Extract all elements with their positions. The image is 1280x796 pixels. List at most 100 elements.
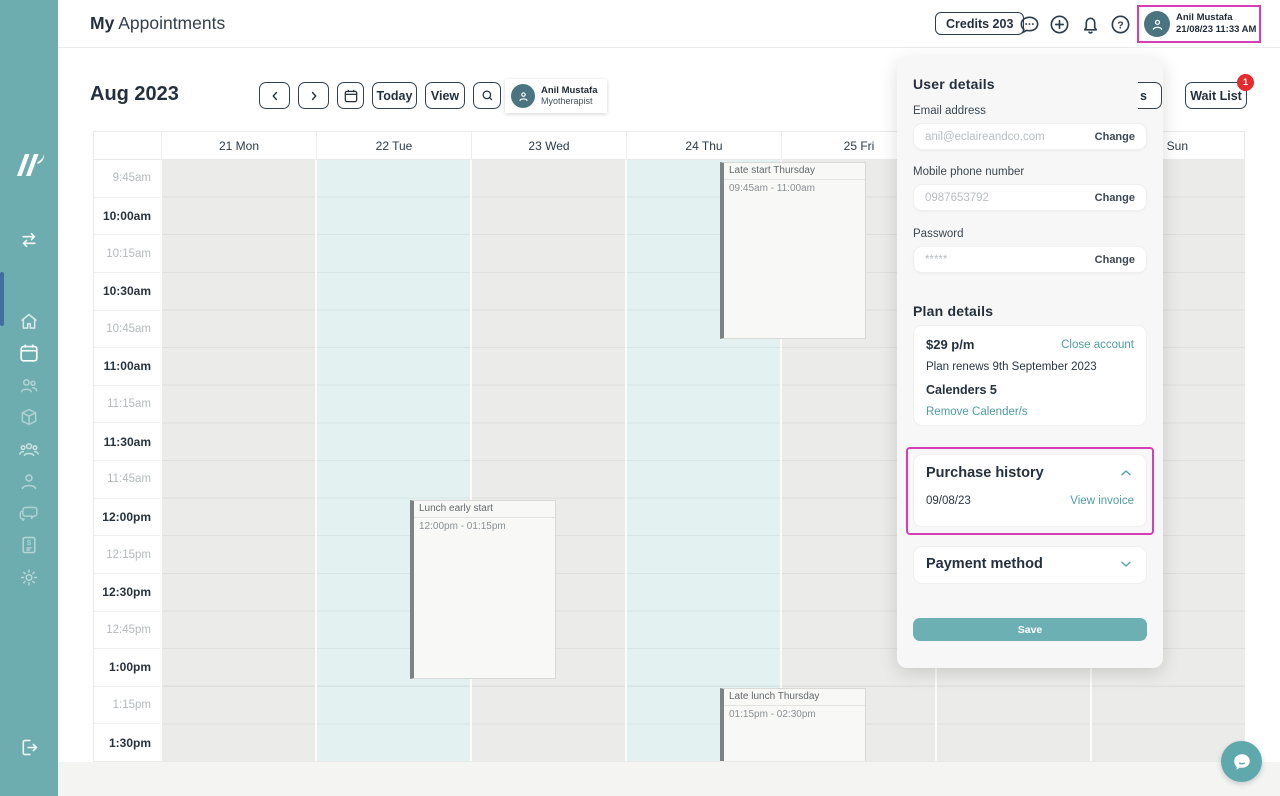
payment-method-card[interactable]: Payment method [913, 546, 1147, 584]
chat-bubbles-icon[interactable] [19, 503, 40, 524]
purchase-date: 09/08/23 [926, 495, 971, 507]
package-icon[interactable] [19, 407, 39, 427]
email-value: anil@eclaireandco.com [925, 130, 1045, 143]
view-invoice-link[interactable]: View invoice [1070, 495, 1134, 507]
team-icon[interactable] [18, 438, 40, 460]
appointment-event[interactable]: Late start Thursday 09:45am - 11:00am [720, 162, 866, 339]
change-email-link[interactable]: Change [1094, 130, 1135, 143]
chat-bubble-icon [1233, 753, 1250, 770]
partial-button-fragment[interactable]: s [1138, 82, 1162, 109]
time-label: 10:45am [94, 311, 160, 349]
plan-details-heading: Plan details [913, 303, 994, 319]
next-button[interactable] [298, 82, 329, 109]
month-label: Aug 2023 [90, 83, 179, 105]
user-details-panel: User details Email address anil@eclairea… [897, 57, 1163, 668]
day-header[interactable]: 22 Tue [316, 132, 471, 160]
appointment-event[interactable]: Late lunch Thursday 01:15pm - 02:30pm [720, 688, 866, 761]
time-label: 1:15pm [94, 687, 160, 725]
svg-text:$: $ [27, 538, 32, 547]
svg-text:?: ? [1117, 19, 1123, 31]
chat-fab-button[interactable] [1221, 741, 1262, 782]
plan-details-card: $29 p/m Close account Plan renews 9th Se… [913, 325, 1147, 426]
wait-list-button[interactable]: Wait List [1185, 82, 1247, 109]
day-column-mon[interactable] [160, 160, 315, 761]
email-label: Email address [913, 105, 986, 117]
save-button[interactable]: Save [913, 618, 1147, 641]
practitioner-name: Anil Mustafa [541, 84, 598, 96]
current-user-chip[interactable]: Anil Mustafa 21/08/23 11:33 AM [1137, 5, 1261, 43]
email-field[interactable]: anil@eclaireandco.com Change [913, 123, 1147, 150]
password-field[interactable]: ***** Change [913, 246, 1147, 273]
event-title: Late start Thursday [724, 163, 865, 180]
search-icon [482, 90, 492, 101]
close-account-link[interactable]: Close account [1061, 338, 1134, 351]
view-button[interactable]: View [425, 82, 465, 109]
time-label: 11:30am [94, 423, 160, 461]
page-title-rest: Appointments [114, 13, 226, 33]
password-value: ***** [925, 253, 948, 266]
credits-button[interactable]: Credits 203 [935, 12, 1025, 35]
practitioner-chip[interactable]: Anil Mustafa Myotherapist [505, 79, 607, 113]
event-time: 01:15pm - 02:30pm [729, 709, 816, 720]
chevron-up-icon[interactable] [1118, 465, 1134, 481]
day-header[interactable]: 21 Mon [161, 132, 316, 160]
users-icon[interactable] [19, 375, 40, 396]
payment-method-heading: Payment method [926, 556, 1043, 572]
change-phone-link[interactable]: Change [1094, 191, 1135, 204]
day-header[interactable]: 23 Wed [471, 132, 626, 160]
time-label: 9:45am [94, 160, 160, 198]
appointment-event[interactable]: Lunch early start 12:00pm - 01:15pm [410, 500, 556, 679]
today-button[interactable]: Today [372, 82, 417, 109]
time-label: 11:15am [94, 386, 160, 424]
phone-value: 0987653792 [925, 191, 989, 204]
chevron-left-icon [272, 91, 277, 100]
time-label: 12:30pm [94, 574, 160, 612]
messages-icon[interactable] [1018, 13, 1041, 36]
help-icon[interactable]: ? [1109, 13, 1132, 36]
purchase-history-heading: Purchase history [926, 465, 1044, 481]
phone-field[interactable]: 0987653792 Change [913, 184, 1147, 211]
home-icon[interactable] [19, 311, 40, 332]
top-header: My Appointments Credits 203 ? [58, 0, 1280, 48]
chevron-right-icon [311, 91, 316, 100]
remove-calendars-link[interactable]: Remove Calender/s [926, 406, 1028, 418]
calendar-small-icon [344, 89, 357, 102]
notifications-bell-icon[interactable] [1079, 13, 1102, 36]
time-label: 12:15pm [94, 536, 160, 574]
time-header-cell [94, 132, 161, 160]
time-label: 10:30am [94, 273, 160, 311]
time-column: 9:45am 10:00am 10:15am 10:30am 10:45am 1… [93, 160, 160, 761]
practitioner-avatar [511, 84, 535, 108]
day-header[interactable]: 24 Thu [626, 132, 781, 160]
person-icon[interactable] [19, 471, 40, 492]
logout-icon[interactable] [19, 737, 40, 758]
calendar-icon[interactable] [18, 342, 40, 364]
swap-arrows-icon[interactable] [19, 230, 39, 250]
event-title: Late lunch Thursday [724, 689, 865, 706]
time-label: 12:45pm [94, 612, 160, 650]
sidebar: $ [0, 0, 58, 796]
settings-gear-icon[interactable] [19, 567, 40, 588]
chevron-down-icon[interactable] [1118, 556, 1134, 572]
page-title-bold: My [90, 13, 115, 33]
practitioner-role: Myotherapist [541, 96, 593, 107]
user-name: Anil Mustafa [1176, 12, 1233, 24]
time-label: 12:00pm [94, 499, 160, 537]
password-label: Password [913, 228, 964, 240]
search-button[interactable] [473, 82, 501, 109]
user-details-heading: User details [913, 76, 995, 92]
change-password-link[interactable]: Change [1094, 253, 1135, 266]
purchase-history-card[interactable]: Purchase history 09/08/23 View invoice [913, 454, 1147, 527]
sidebar-scrollbar[interactable] [0, 272, 4, 326]
time-label: 11:00am [94, 348, 160, 386]
invoice-icon[interactable]: $ [19, 535, 39, 555]
add-icon[interactable] [1048, 13, 1071, 36]
prev-button[interactable] [259, 82, 290, 109]
calendars-count: Calenders 5 [926, 383, 997, 397]
event-title: Lunch early start [414, 501, 555, 518]
event-time: 09:45am - 11:00am [729, 183, 815, 194]
page-footer-area [58, 762, 1280, 796]
page-title: My Appointments [90, 13, 225, 34]
day-header[interactable]: 25 Fri [781, 132, 936, 160]
date-picker-button[interactable] [337, 82, 364, 109]
